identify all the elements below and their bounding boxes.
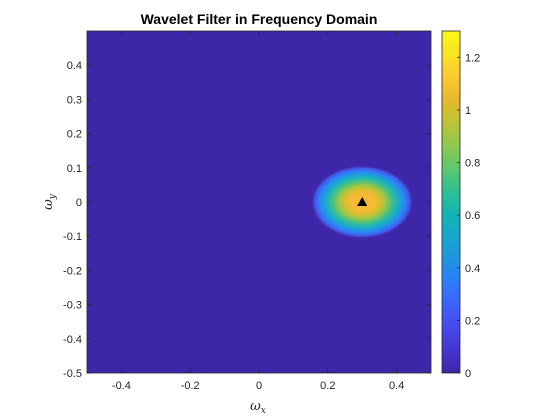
colorbar-tick-label: 1 [465,105,471,117]
y-tick-label: 0 [76,197,82,209]
colorbar-tick-label: 0.4 [465,263,480,275]
colorbar-tick-label: 0.6 [465,210,480,222]
colorbar-ticks: 1.2 1 0.8 0.6 0.4 0.2 0 [457,52,480,380]
y-tick-label: 0.4 [67,60,82,72]
colorbar-tick-label: 0 [465,368,471,380]
x-tick-label: -0.2 [181,380,200,392]
colorbar-gradient [442,31,460,373]
y-tick-label: -0.2 [63,265,82,277]
colorbar-tick-label: 1.2 [465,52,480,64]
x-tick-label: 0.4 [389,380,404,392]
x-axis-label: ωx [250,399,266,416]
chart-title: Wavelet Filter in Frequency Domain [141,11,378,27]
colorbar-tick-label: 0.2 [465,315,480,327]
x-tick-label: 0 [256,380,262,392]
colorbar: 1.2 1 0.8 0.6 0.4 0.2 0 [441,30,480,380]
y-tick-label: -0.1 [63,231,82,243]
x-tick-label: 0.2 [320,380,335,392]
plot-area [86,30,432,374]
y-axis-ticks: 0.4 0.3 0.2 0.1 0 -0.1 -0.2 -0.3 -0.4 -0.5 [63,60,431,380]
y-tick-label: -0.5 [63,368,82,380]
y-tick-label: -0.4 [63,334,82,346]
y-axis-label: ωy [41,193,58,210]
x-tick-label: -0.4 [112,380,131,392]
x-axis-ticks: -0.4 -0.2 0 0.2 0.4 [112,31,404,392]
y-tick-label: 0.3 [67,94,82,106]
y-tick-label: 0.2 [67,129,82,141]
y-tick-label: -0.3 [63,300,82,312]
y-tick-label: 0.1 [67,163,82,175]
colorbar-tick-label: 0.8 [465,158,480,170]
colorbar-frame [441,30,461,374]
center-marker [357,197,368,206]
